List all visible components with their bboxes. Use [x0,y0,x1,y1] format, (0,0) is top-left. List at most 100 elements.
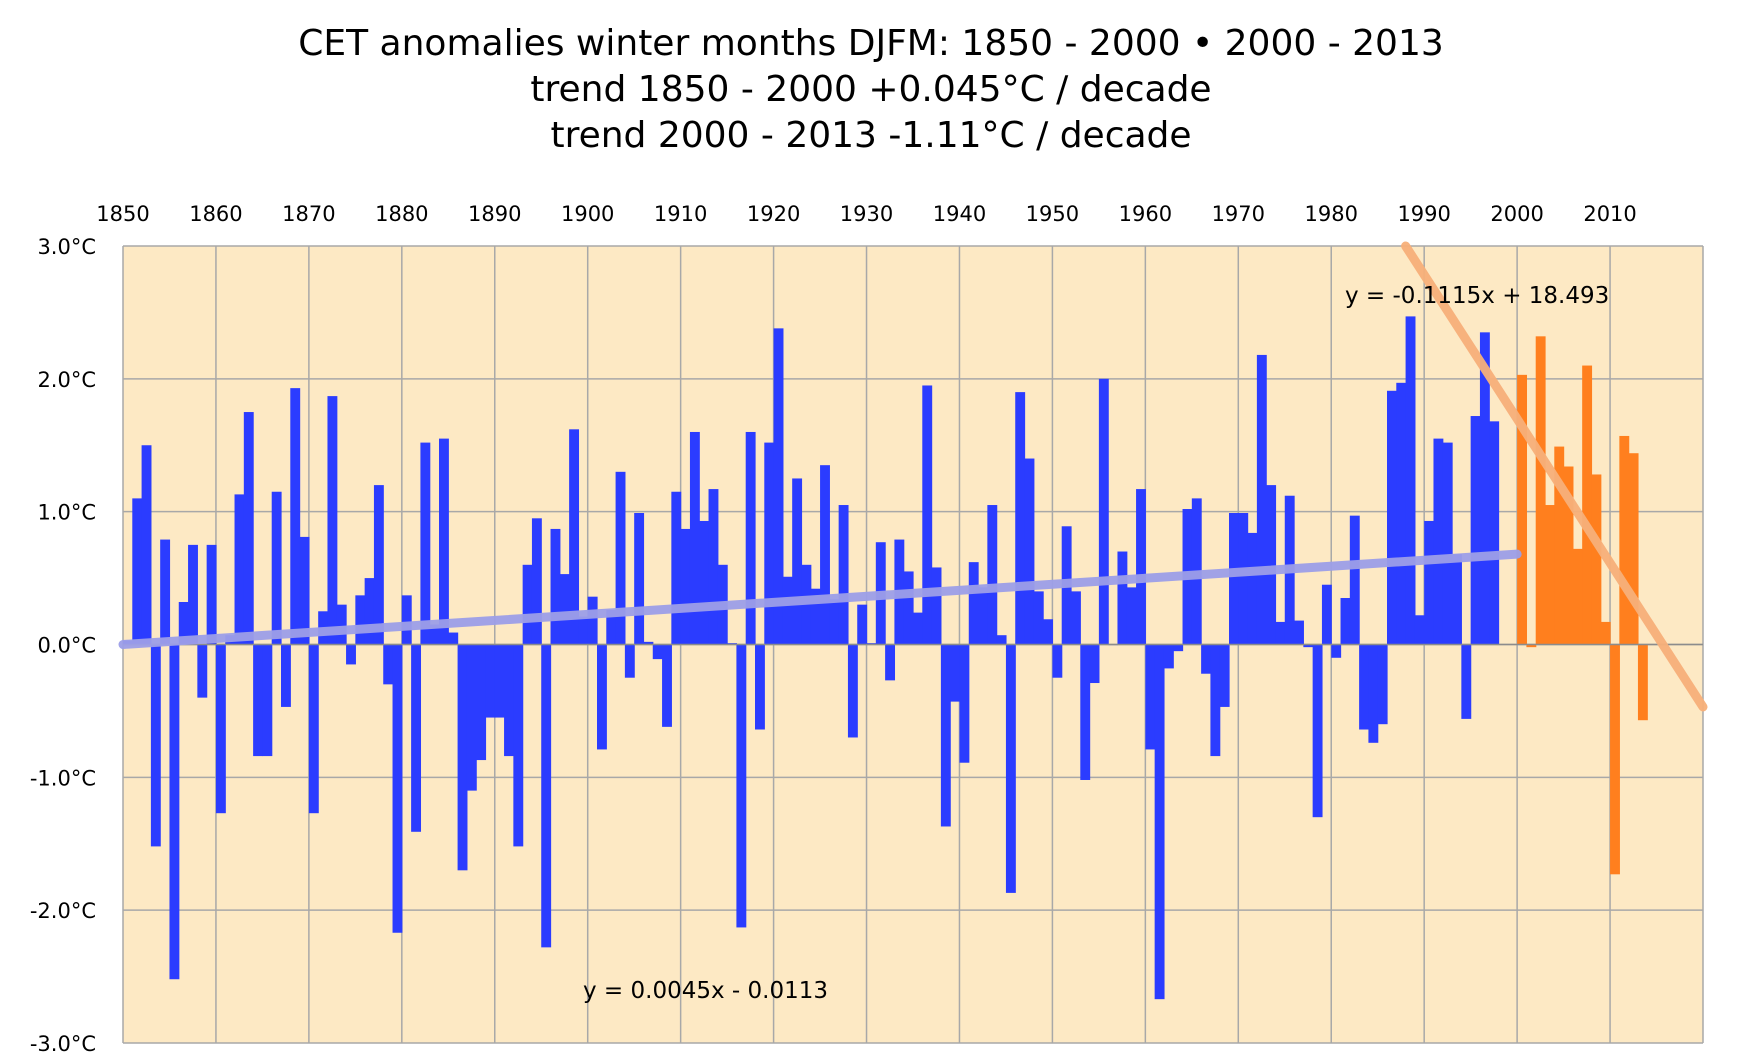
bar [308,644,319,814]
bar [587,596,598,645]
x-tick-label: 1860 [189,202,242,226]
bar [1154,644,1165,1000]
x-tick-label: 1880 [375,202,428,226]
bar [680,528,691,645]
bar [1582,365,1593,645]
bar [457,644,468,871]
bar [978,587,988,645]
bar [1247,532,1258,645]
bar [1043,619,1054,645]
bar [188,544,198,645]
bar [1173,644,1184,652]
bar [1071,591,1081,645]
bar [1117,551,1128,645]
bar [327,396,338,645]
bar [1145,644,1156,750]
y-tick-label: 1.0°C [37,501,96,525]
bar [1526,644,1537,648]
x-tick-label: 1850 [96,202,149,226]
bar [1619,435,1630,645]
bar [1563,466,1574,645]
x-tick-label: 1920 [747,202,800,226]
trendlines-layer [118,241,1708,712]
bar [931,567,942,645]
y-tick-label: 3.0°C [37,235,96,259]
bar [355,595,366,645]
bar [764,442,775,645]
bar [1256,354,1267,645]
bar [420,442,431,645]
bar [643,641,654,645]
y-tick-label: -2.0°C [30,899,96,923]
bar [1377,644,1388,725]
bar [1414,615,1425,645]
bar [169,644,180,980]
bar [392,644,403,933]
x-tick-label: 1960 [1119,202,1172,226]
bar [1637,644,1648,721]
bar [448,632,459,645]
bar [913,612,923,645]
bar [1303,644,1314,648]
bar [1098,378,1109,645]
bar [1387,390,1397,645]
x-tick-label: 2010 [1583,202,1636,226]
bar [810,588,821,645]
bar [1600,621,1611,645]
bar [429,624,440,645]
bar [1275,621,1286,645]
bar [996,635,1007,645]
bar [838,505,849,645]
bar [745,431,756,645]
bar [1238,512,1249,645]
bar [1591,474,1602,645]
bar [522,564,533,645]
bar [968,562,979,645]
bar [141,445,152,645]
bar [1368,644,1379,743]
bar [1535,336,1546,645]
bar [1005,644,1016,893]
bar [290,388,301,645]
bar [262,644,273,757]
bar [624,644,635,678]
bar [959,644,970,763]
bar [1554,446,1565,645]
bar [1628,453,1639,645]
bar [950,644,961,702]
bar [885,644,896,681]
bar [281,644,291,707]
bar [1405,316,1416,645]
bar [755,644,765,730]
bar [160,539,171,645]
bar [1396,382,1407,645]
x-tick-label: 1870 [282,202,335,226]
bar [1461,644,1472,719]
bar [364,578,375,645]
bar [1331,644,1342,658]
bar [531,518,542,645]
bar [847,644,858,738]
bar [401,595,412,645]
bar [1489,421,1500,645]
bar [466,644,477,791]
bar [271,491,282,645]
bar [615,471,626,645]
bar [485,644,496,718]
bar [1470,416,1481,645]
bar [922,385,933,645]
bar [541,644,552,948]
bar [1517,374,1528,645]
bar [1349,515,1360,645]
bar [373,485,384,645]
bar [569,429,580,645]
bar [1015,392,1026,645]
chart-title-line-2: trend 1850 - 2000 +0.045°C / decade [530,69,1212,110]
bar [940,644,951,827]
bar [736,644,747,928]
bar [1545,505,1555,645]
bar [1479,332,1490,645]
bar [494,644,505,718]
trendline-2000-2013 [1401,241,1708,712]
